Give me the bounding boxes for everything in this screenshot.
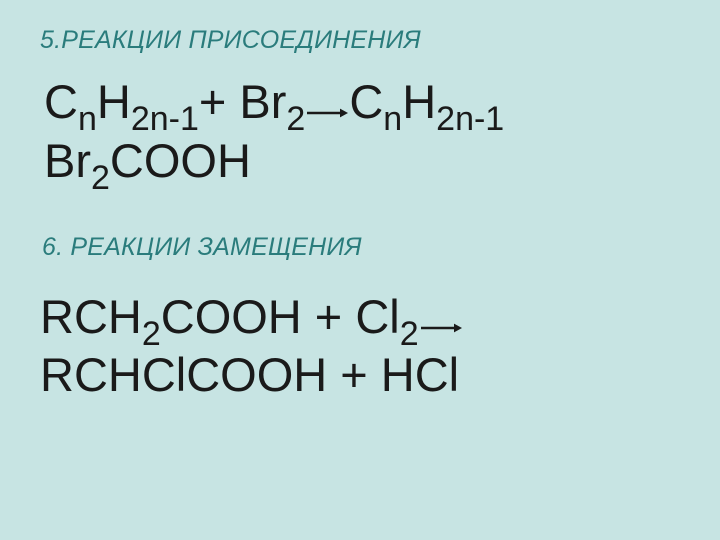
- formula-text: RCHClCOOH + HCl: [40, 346, 459, 405]
- chemistry-slide: 5.РЕАКЦИИ ПРИСОЕДИНЕНИЯ CnH2n-1 + Br2 Cn…: [0, 0, 720, 540]
- reaction-1-formula: CnH2n-1 + Br2 CnH2n-1 Br2COOH: [44, 73, 684, 191]
- reaction-2-line-1: RCH2COOH + Cl2: [40, 288, 684, 347]
- formula-text: + Br: [199, 73, 287, 132]
- section-2-heading: 6. РЕАКЦИИ ЗАМЕЩЕНИЯ: [42, 233, 684, 262]
- reaction-2-formula: RCH2COOH + Cl2 RCHClCOOH + HCl: [40, 288, 684, 406]
- formula-subscript: 2: [142, 313, 161, 356]
- reaction-2-line-2: RCHClCOOH + HCl: [40, 346, 684, 405]
- formula-text: COOH + Cl: [161, 288, 400, 347]
- formula-text: RCH: [40, 288, 142, 347]
- formula-subscript: 2: [286, 98, 305, 141]
- section-1-heading: 5.РЕАКЦИИ ПРИСОЕДИНЕНИЯ: [40, 26, 684, 55]
- arrow-icon: [305, 104, 349, 122]
- formula-subscript: 2: [400, 313, 419, 356]
- formula-text: C: [44, 73, 78, 132]
- formula-text: H: [402, 73, 436, 132]
- formula-text: C: [349, 73, 383, 132]
- arrow-icon: [419, 319, 463, 337]
- formula-text: H: [97, 73, 131, 132]
- reaction-1-line-1: CnH2n-1 + Br2 CnH2n-1: [44, 73, 684, 132]
- formula-subscript: 2n-1: [131, 98, 199, 141]
- formula-subscript: 2: [91, 157, 110, 200]
- formula-subscript: 2n-1: [436, 98, 504, 141]
- formula-subscript: n: [383, 98, 402, 141]
- formula-subscript: n: [78, 98, 97, 141]
